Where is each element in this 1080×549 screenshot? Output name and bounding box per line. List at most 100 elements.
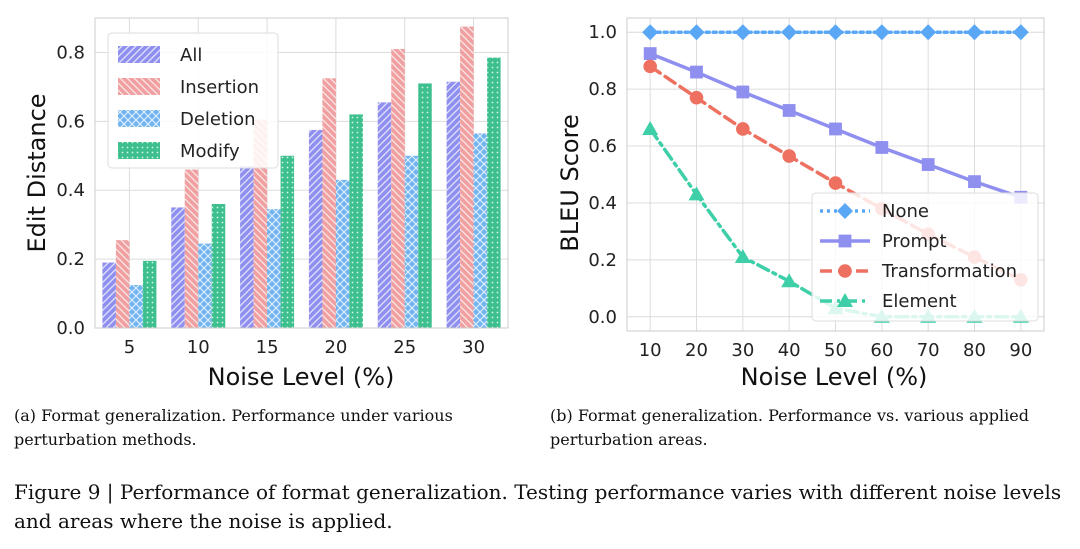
- point-transformation: [643, 59, 657, 74]
- bar-deletion: [198, 243, 212, 328]
- line-chart-legend-box: [811, 192, 1039, 322]
- line-chart-legend-label: Element: [882, 291, 957, 312]
- line-chart-frame: [626, 17, 1045, 332]
- bar-chart-legend-box: [107, 32, 279, 169]
- bar-modify: [211, 204, 226, 328]
- bar-chart-y-axis-label: Edit Distance: [23, 93, 51, 252]
- line-chart-x-ticks: 10 20 30 40 50 60 70 80 90: [639, 340, 1033, 361]
- point-element: [734, 249, 751, 264]
- point-none: [688, 24, 705, 41]
- line-chart-x-axis-label: Noise Level (%): [741, 363, 928, 391]
- bar-chart-panel: 0.0 0.2 0.4 0.6 0.8 5 10 15 20 25 30 Noise Level …: [23, 17, 509, 391]
- bar-modify: [349, 114, 363, 328]
- bar-chart-legend-item: Insertion: [118, 77, 259, 98]
- bar-chart-x-axis-label: Noise Level (%): [208, 363, 395, 391]
- bar-chart-x-tick-label: 25: [393, 337, 416, 358]
- bar-all: [171, 207, 185, 328]
- point-element: [688, 186, 705, 201]
- bar-all: [308, 129, 323, 328]
- bar-chart-y-tick-label: 0.2: [56, 249, 85, 270]
- point-none: [827, 24, 844, 41]
- point-prompt: [829, 122, 842, 136]
- bar-deletion: [473, 133, 488, 328]
- bar-chart-y-tick-label: 0.6: [56, 111, 85, 132]
- line-chart-legend-item: Transformation: [820, 261, 1017, 282]
- bar-chart-legend-item: Deletion: [118, 109, 256, 130]
- bar-chart-legend-item: All: [118, 45, 202, 66]
- point-transformation: [736, 122, 750, 136]
- bar-chart-legend-label: Deletion: [180, 109, 256, 130]
- bar-chart-x-tick-label: 20: [324, 337, 347, 358]
- bar-deletion: [129, 284, 143, 328]
- line-series-none: [642, 24, 1029, 41]
- point-none: [781, 24, 798, 41]
- point-prompt: [690, 65, 703, 79]
- line-chart-panel: 0.0 0.2 0.4 0.6 0.8 1.0 10 20 30 40 50 60 70 80 90 No…: [556, 17, 1045, 391]
- bar-modify: [280, 155, 295, 328]
- bar-chart-x-tick-label: 30: [462, 337, 485, 358]
- bar-insertion: [391, 49, 405, 328]
- line-chart-y-ticks: 0.0 0.2 0.4 0.6 0.8 1.0: [588, 22, 617, 328]
- bar-chart-x-tick-label: 15: [256, 337, 279, 358]
- line-chart-x-tick-label: 50: [824, 340, 847, 361]
- bar-chart-frame: [94, 17, 509, 329]
- point-element: [642, 120, 659, 135]
- line-chart-legend-label: None: [882, 201, 929, 222]
- line-chart-x-tick-label: 20: [685, 340, 708, 361]
- line-chart-x-tick-label: 40: [778, 340, 801, 361]
- line-chart-legend-label: Transformation: [881, 261, 1017, 282]
- bar-insertion: [460, 26, 474, 328]
- point-transformation: [782, 149, 796, 163]
- bar-chart-x-tick-label: 10: [187, 337, 210, 358]
- line-chart-legend: None Prompt Transformation Element: [811, 192, 1039, 322]
- bar-deletion: [404, 155, 419, 328]
- bar-chart-x-tick-label: 5: [124, 337, 135, 358]
- bar-deletion: [267, 209, 281, 328]
- line-chart-y-tick-label: 0.6: [588, 136, 617, 157]
- line-chart-y-axis-label: BLEU Score: [556, 114, 584, 251]
- point-prompt: [736, 85, 750, 99]
- line-chart-y-tick-label: 0.0: [588, 307, 617, 328]
- line-chart-y-tick-label: 0.8: [588, 79, 617, 100]
- bar-modify: [487, 57, 501, 328]
- bar-chart-legend-label: All: [180, 45, 202, 66]
- bar-chart-legend-label: Insertion: [180, 77, 259, 98]
- bar-chart-y-tick-label: 0.4: [56, 180, 85, 201]
- bar-deletion: [335, 179, 350, 328]
- line-chart-legend-item: None: [820, 201, 929, 222]
- point-none: [966, 24, 983, 41]
- subfigure-b-caption: (b) Format generalization. Performance v…: [550, 406, 1029, 449]
- bar-chart-x-ticks: 5 10 15 20 25 30: [124, 337, 485, 358]
- bar-chart-y-tick-label: 0.0: [56, 318, 85, 339]
- line-chart-y-tick-label: 0.4: [588, 193, 617, 214]
- point-prompt: [643, 47, 657, 60]
- bar-chart-y-tick-label: 0.8: [56, 42, 85, 63]
- line-chart-x-tick-label: 30: [731, 340, 754, 361]
- bar-chart-legend-item: Modify: [118, 141, 240, 162]
- bar-insertion: [322, 78, 336, 329]
- point-prompt: [782, 104, 796, 117]
- bar-modify: [418, 83, 432, 328]
- bar-insertion: [184, 169, 199, 328]
- point-none: [642, 24, 659, 41]
- bar-modify: [142, 260, 157, 328]
- line-chart-x-tick-label: 60: [870, 340, 893, 361]
- point-none: [1012, 24, 1029, 41]
- line-chart-x-tick-label: 70: [917, 340, 940, 361]
- line-chart-x-tick-label: 10: [639, 340, 662, 361]
- bar-insertion: [253, 119, 268, 328]
- bar-all: [102, 262, 116, 328]
- line-chart-x-tick-label: 90: [1009, 340, 1032, 361]
- bar-chart-bars: [102, 26, 501, 329]
- point-none: [920, 24, 937, 41]
- point-prompt: [921, 158, 935, 171]
- figure-caption: Figure 9 | Performance of format general…: [14, 480, 1062, 533]
- point-none: [873, 24, 890, 41]
- line-chart-legend-label: Prompt: [882, 231, 947, 252]
- line-chart-legend-item: Element: [820, 291, 957, 312]
- point-prompt: [968, 175, 981, 189]
- point-none: [734, 24, 751, 41]
- bar-insertion: [115, 240, 130, 328]
- subfigure-a-caption: (a) Format generalization. Performance u…: [14, 406, 453, 449]
